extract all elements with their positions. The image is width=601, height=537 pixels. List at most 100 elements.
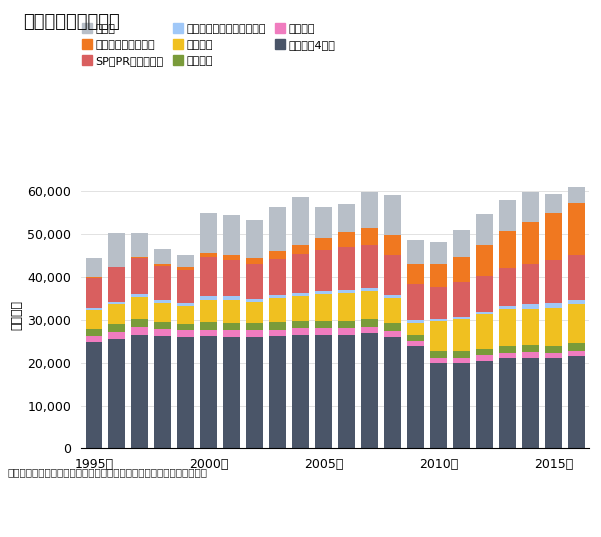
Bar <box>269 336 286 448</box>
Bar <box>407 341 424 346</box>
Bar <box>407 323 424 335</box>
Bar <box>499 346 516 353</box>
Bar <box>338 293 355 321</box>
Bar <box>338 204 355 232</box>
Bar <box>384 337 401 448</box>
Bar <box>177 256 194 267</box>
Bar <box>545 213 561 260</box>
Bar <box>407 264 424 284</box>
Bar <box>453 282 470 317</box>
Bar <box>430 321 447 351</box>
Bar <box>499 309 516 346</box>
Bar <box>132 294 148 297</box>
Bar <box>316 321 332 328</box>
Bar <box>200 300 217 322</box>
Bar <box>430 287 447 319</box>
Bar <box>200 296 217 300</box>
Bar <box>384 195 401 235</box>
Bar <box>476 275 493 312</box>
Bar <box>224 215 240 255</box>
Bar <box>200 257 217 296</box>
Bar <box>568 187 585 203</box>
Bar <box>338 335 355 448</box>
Bar <box>522 192 538 222</box>
Bar <box>200 322 217 330</box>
Bar <box>177 303 194 306</box>
Bar <box>522 222 538 264</box>
Bar <box>499 307 516 309</box>
Bar <box>430 264 447 287</box>
Bar <box>361 291 378 319</box>
Bar <box>384 331 401 337</box>
Bar <box>109 304 125 324</box>
Bar <box>499 268 516 307</box>
Bar <box>132 320 148 327</box>
Text: Powered by  S P E E D A: Powered by S P E E D A <box>433 517 583 528</box>
Bar <box>177 306 194 324</box>
Bar <box>476 360 493 448</box>
Bar <box>154 301 171 303</box>
Bar <box>224 323 240 330</box>
Bar <box>246 258 263 264</box>
Bar <box>246 323 263 330</box>
Bar <box>85 310 102 329</box>
Bar <box>522 309 538 345</box>
Text: 広告業の売上高推移: 広告業の売上高推移 <box>23 13 120 32</box>
Bar <box>568 304 585 343</box>
Bar <box>269 251 286 259</box>
Bar <box>154 322 171 329</box>
Bar <box>407 284 424 320</box>
Bar <box>407 240 424 264</box>
Bar <box>292 328 309 335</box>
Bar <box>453 362 470 448</box>
Bar <box>200 213 217 253</box>
Bar <box>200 336 217 448</box>
Bar <box>109 332 125 339</box>
Bar <box>200 253 217 257</box>
Bar <box>430 319 447 321</box>
Y-axis label: （億円）: （億円） <box>10 301 23 330</box>
Bar <box>316 207 332 238</box>
Bar <box>316 291 332 294</box>
Bar <box>361 319 378 327</box>
Bar <box>246 337 263 448</box>
Bar <box>177 270 194 303</box>
Bar <box>568 351 585 356</box>
Bar <box>476 355 493 360</box>
Bar <box>338 247 355 290</box>
Bar <box>316 238 332 250</box>
Bar <box>109 302 125 304</box>
Bar <box>453 257 470 282</box>
Bar <box>154 303 171 322</box>
Bar <box>224 296 240 300</box>
Bar <box>499 200 516 231</box>
Bar <box>224 255 240 260</box>
Bar <box>292 293 309 296</box>
Bar <box>177 337 194 448</box>
Bar <box>85 278 102 308</box>
Bar <box>384 255 401 295</box>
Bar <box>85 336 102 342</box>
Bar <box>361 327 378 333</box>
Bar <box>568 356 585 448</box>
Bar <box>316 335 332 448</box>
Bar <box>545 260 561 303</box>
Bar <box>568 300 585 304</box>
Bar <box>85 308 102 310</box>
Text: （出所）経済産業省「特定サービス産業動態統計調査」を基に筆者作成: （出所）経済産業省「特定サービス産業動態統計調査」を基に筆者作成 <box>7 467 207 477</box>
Bar <box>407 320 424 323</box>
Bar <box>430 362 447 448</box>
Bar <box>154 249 171 264</box>
Bar <box>154 336 171 448</box>
Bar <box>522 358 538 448</box>
Bar <box>384 295 401 299</box>
Bar <box>269 207 286 251</box>
Bar <box>132 335 148 448</box>
Bar <box>384 235 401 255</box>
Bar <box>338 232 355 247</box>
Bar <box>269 295 286 299</box>
Bar <box>361 288 378 291</box>
Bar <box>292 254 309 293</box>
Bar <box>269 330 286 336</box>
Bar <box>453 358 470 362</box>
